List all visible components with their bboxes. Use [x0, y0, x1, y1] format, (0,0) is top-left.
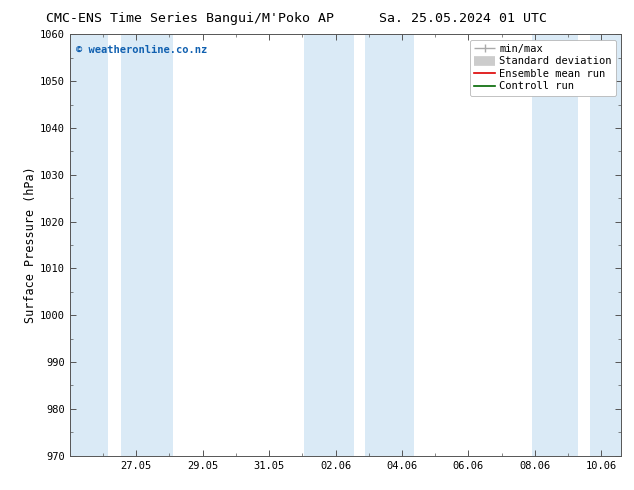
Legend: min/max, Standard deviation, Ensemble mean run, Controll run: min/max, Standard deviation, Ensemble me… [470, 40, 616, 96]
Text: CMC-ENS Time Series Bangui/M'Poko AP: CMC-ENS Time Series Bangui/M'Poko AP [46, 12, 334, 25]
Bar [365, 34, 413, 456]
Bar [531, 34, 578, 456]
Bar [121, 34, 172, 456]
Text: © weatheronline.co.nz: © weatheronline.co.nz [76, 45, 207, 55]
Bar [70, 34, 108, 456]
Y-axis label: Surface Pressure (hPa): Surface Pressure (hPa) [24, 167, 37, 323]
Bar [590, 34, 621, 456]
Text: Sa. 25.05.2024 01 UTC: Sa. 25.05.2024 01 UTC [379, 12, 547, 25]
Bar [304, 34, 354, 456]
